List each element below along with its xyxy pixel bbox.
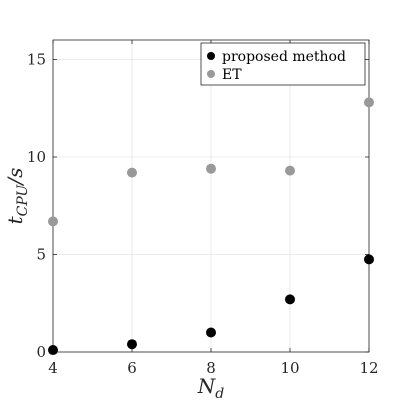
x-axis-label: Nd	[197, 374, 225, 402]
legend-marker-et	[207, 70, 215, 78]
data-point-et	[206, 163, 216, 174]
y-axis-label-subscript: CPU	[15, 183, 31, 216]
legend-marker-proposed-method	[207, 52, 215, 60]
x-tick-label: 12	[359, 359, 378, 377]
y-tick-label: 0	[36, 343, 46, 361]
legend-box	[200, 42, 366, 86]
y-axis-label-suffix: /s	[3, 168, 27, 187]
data-point-et	[127, 167, 137, 178]
data-point-et	[48, 216, 58, 227]
y-tick-label: 5	[36, 246, 46, 264]
data-point-et	[364, 97, 374, 108]
y-tick-label: 10	[27, 148, 46, 166]
x-tick-label: 4	[48, 359, 58, 377]
data-point-proposed-method	[127, 339, 137, 350]
data-point-et	[285, 165, 295, 176]
y-axis-label-main: t	[3, 215, 27, 224]
x-tick-label: 8	[206, 359, 216, 377]
y-tick-label: 15	[27, 51, 46, 69]
x-axis-label-subscript: d	[215, 386, 224, 402]
x-tick-label: 10	[280, 359, 299, 377]
data-point-proposed-method	[206, 327, 216, 338]
axis-tick-labels: 4 6 8 10 12 0 5 10 15	[27, 51, 379, 378]
legend-label-et: ET	[222, 67, 242, 83]
legend: proposed method ET	[200, 42, 366, 86]
x-axis-label-main: N	[197, 374, 217, 398]
data-points	[48, 97, 374, 356]
data-point-proposed-method	[285, 294, 295, 305]
y-axis-label: tCPU/s	[3, 168, 31, 225]
data-point-proposed-method	[364, 254, 374, 265]
data-point-proposed-method	[48, 345, 58, 356]
legend-label-proposed-method: proposed method	[222, 49, 346, 65]
x-tick-label: 6	[127, 359, 137, 377]
